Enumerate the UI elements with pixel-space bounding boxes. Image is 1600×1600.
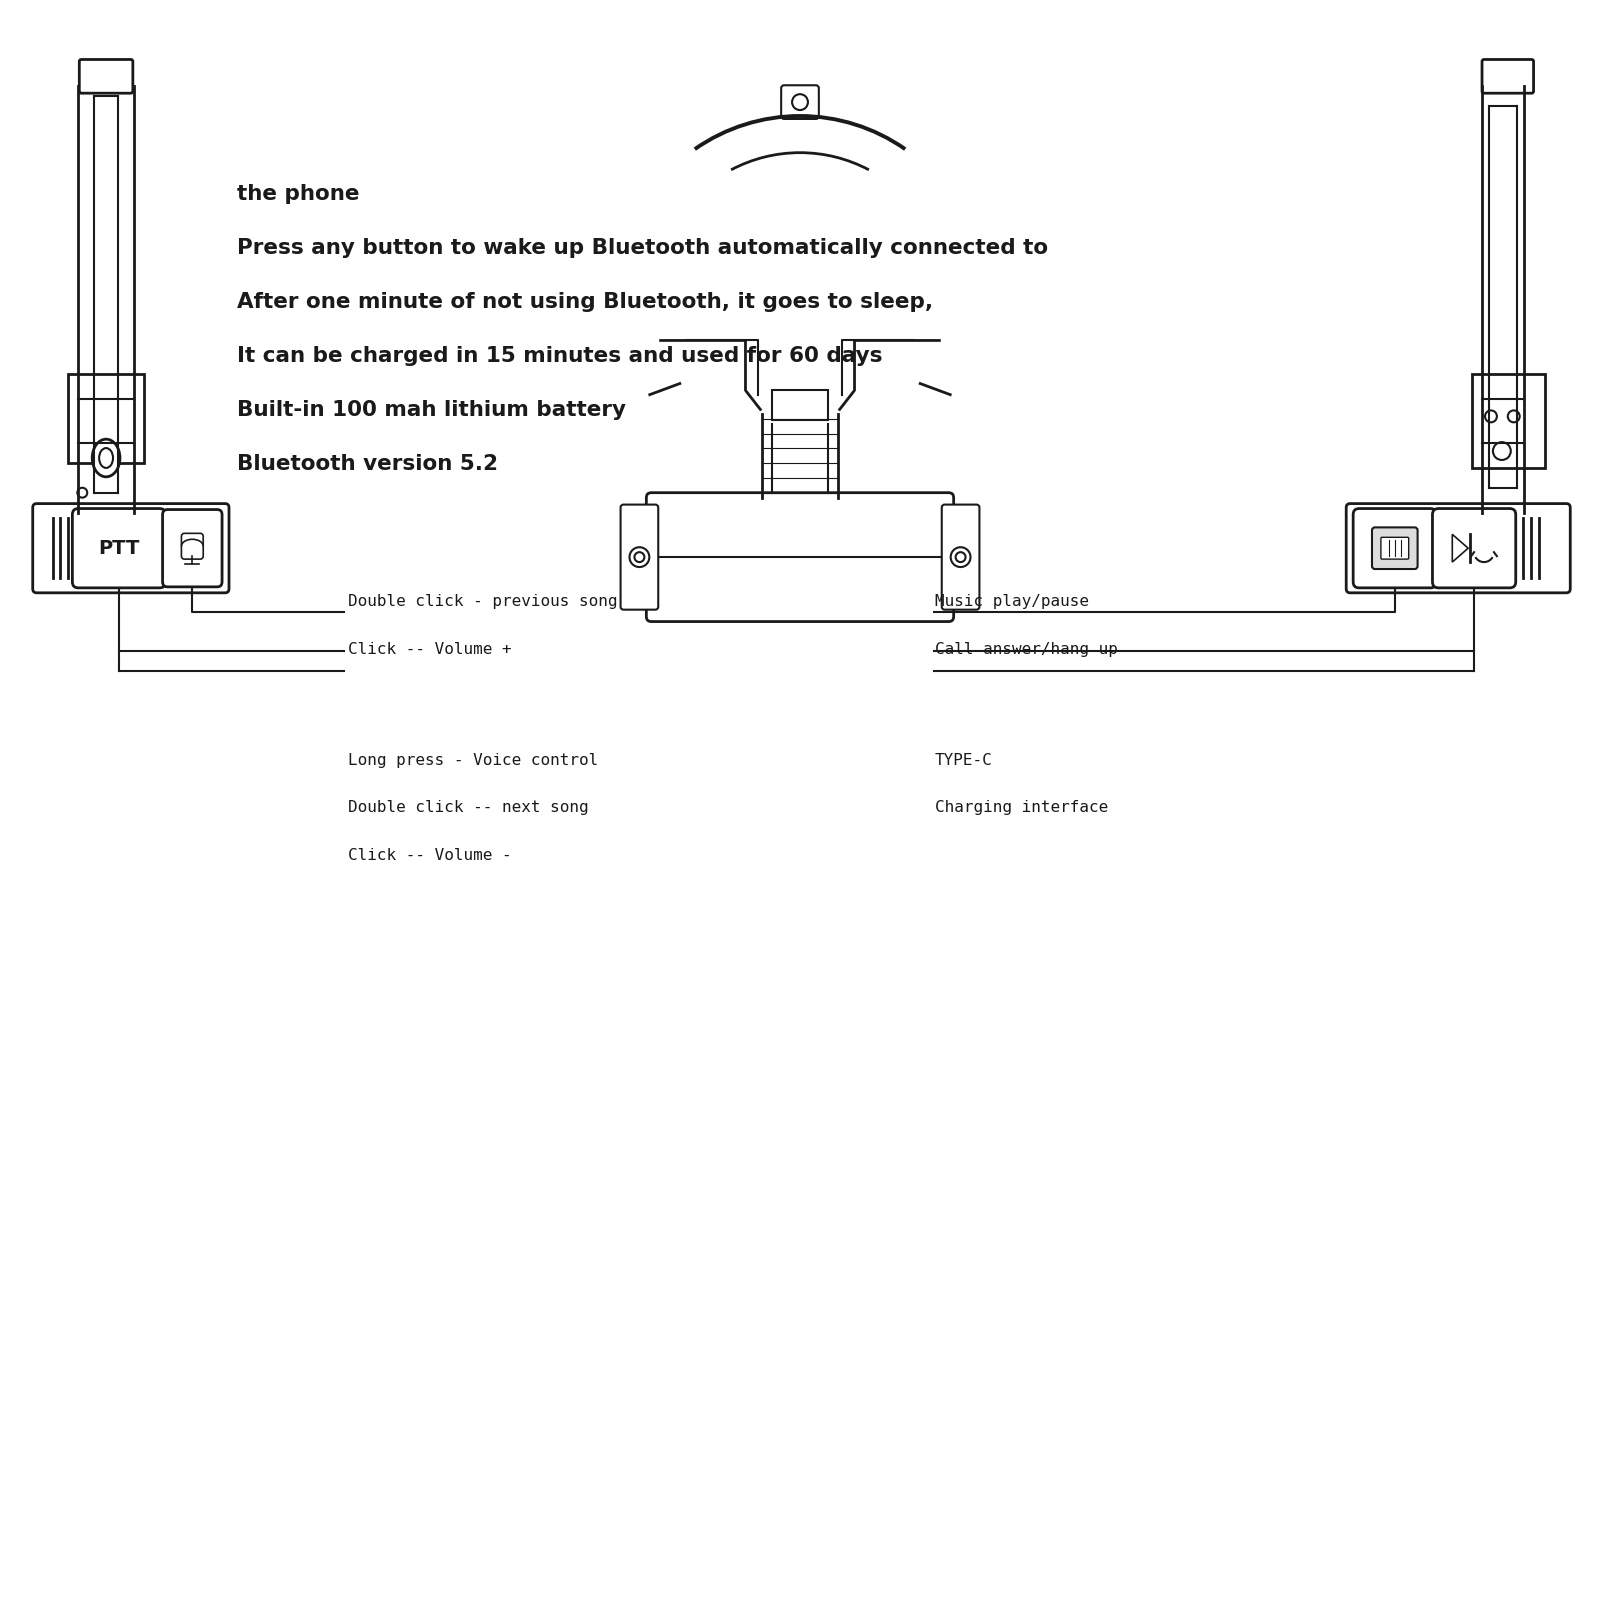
Circle shape xyxy=(955,552,965,562)
FancyBboxPatch shape xyxy=(72,509,165,587)
Text: TYPE-C: TYPE-C xyxy=(934,754,992,768)
Text: Charging interface: Charging interface xyxy=(934,800,1109,816)
Circle shape xyxy=(950,547,971,566)
Circle shape xyxy=(792,94,808,110)
Text: Call answer/hang up: Call answer/hang up xyxy=(934,642,1118,658)
Circle shape xyxy=(1507,411,1520,422)
FancyBboxPatch shape xyxy=(646,493,954,621)
Bar xyxy=(1472,374,1546,467)
Text: Long press - Voice control: Long press - Voice control xyxy=(347,754,598,768)
Text: Click -- Volume +: Click -- Volume + xyxy=(347,642,512,658)
FancyBboxPatch shape xyxy=(181,533,203,558)
FancyBboxPatch shape xyxy=(781,85,819,118)
Circle shape xyxy=(629,547,650,566)
Text: Bluetooth version 5.2: Bluetooth version 5.2 xyxy=(237,454,498,474)
Text: Double click -- next song: Double click -- next song xyxy=(347,800,589,816)
FancyBboxPatch shape xyxy=(1346,504,1570,594)
Text: It can be charged in 15 minutes and used for 60 days: It can be charged in 15 minutes and used… xyxy=(237,346,883,366)
Polygon shape xyxy=(1453,534,1469,562)
Circle shape xyxy=(635,552,645,562)
Text: Music play/pause: Music play/pause xyxy=(934,594,1090,610)
Text: Built-in 100 mah lithium battery: Built-in 100 mah lithium battery xyxy=(237,400,626,419)
FancyBboxPatch shape xyxy=(1371,528,1418,570)
Text: the phone: the phone xyxy=(237,184,360,205)
Ellipse shape xyxy=(99,448,114,467)
FancyBboxPatch shape xyxy=(1354,509,1437,587)
FancyBboxPatch shape xyxy=(163,509,222,587)
FancyBboxPatch shape xyxy=(1381,538,1408,558)
Ellipse shape xyxy=(93,438,120,477)
Circle shape xyxy=(1493,442,1510,459)
FancyBboxPatch shape xyxy=(1432,509,1515,587)
Text: Double click - previous song: Double click - previous song xyxy=(347,594,618,610)
FancyBboxPatch shape xyxy=(32,504,229,594)
FancyBboxPatch shape xyxy=(1482,59,1533,93)
FancyBboxPatch shape xyxy=(621,504,658,610)
Text: PTT: PTT xyxy=(98,539,139,558)
FancyBboxPatch shape xyxy=(80,59,133,93)
Circle shape xyxy=(77,488,88,498)
Bar xyxy=(773,390,827,421)
Circle shape xyxy=(1485,411,1498,422)
Bar xyxy=(69,374,144,462)
FancyBboxPatch shape xyxy=(942,504,979,610)
Text: Click -- Volume -: Click -- Volume - xyxy=(347,848,512,862)
Text: After one minute of not using Bluetooth, it goes to sleep,: After one minute of not using Bluetooth,… xyxy=(237,291,933,312)
Text: Press any button to wake up Bluetooth automatically connected to: Press any button to wake up Bluetooth au… xyxy=(237,238,1048,258)
